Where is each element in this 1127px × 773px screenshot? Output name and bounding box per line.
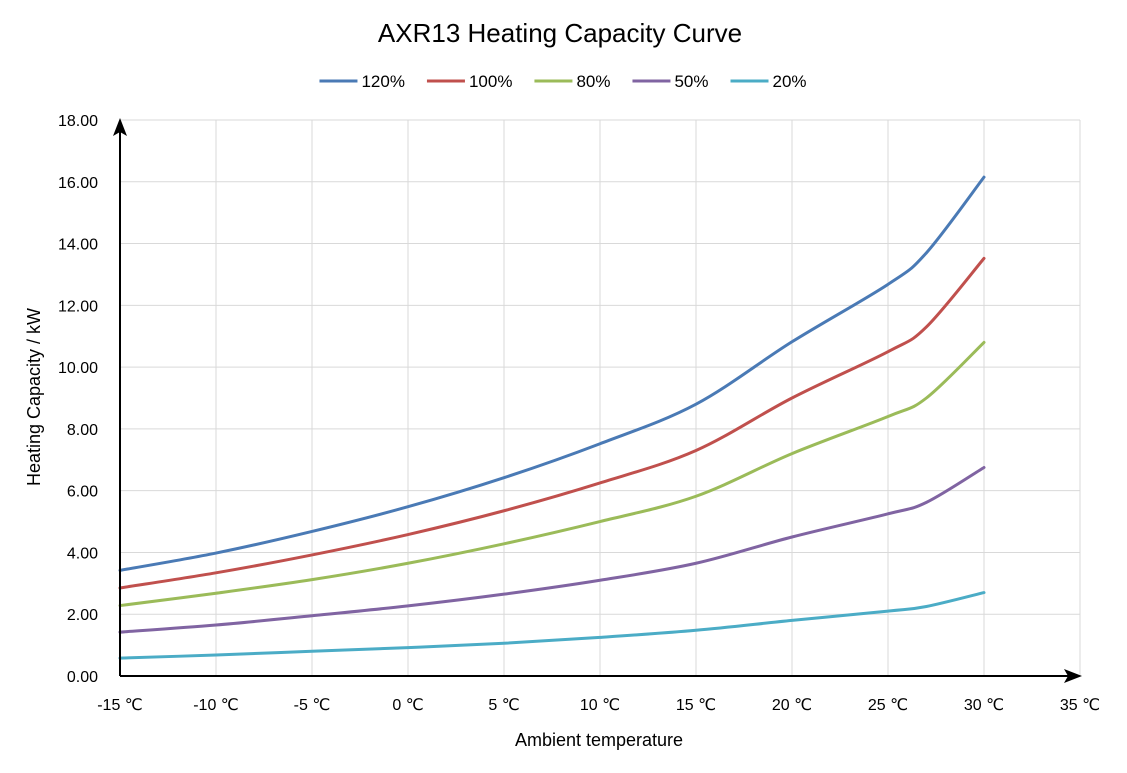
series-line-120pct: [118, 175, 986, 572]
x-tick-labels: -15 ℃ -10 ℃ -5 ℃ 0 ℃ 5 ℃ 10 ℃ 15 ℃ 20 ℃ 25 ℃ 30 ℃…: [97, 697, 1100, 714]
legend: 120% 100% 80% 50% 20%: [319, 72, 807, 91]
series-line-100pct: [118, 256, 986, 590]
series-line-20pct: [118, 591, 986, 660]
axes: [113, 118, 1082, 683]
x-axis-title: Ambient temperature: [515, 730, 683, 750]
y-tick-label: 2.00: [67, 607, 98, 624]
x-tick-label: 10 ℃: [580, 697, 620, 714]
x-tick-label: 0 ℃: [392, 697, 423, 714]
y-tick-label: 4.00: [67, 545, 98, 562]
x-tick-label: -15 ℃: [97, 697, 143, 714]
chart-title: AXR13 Heating Capacity Curve: [378, 18, 742, 48]
series-line-80pct: [118, 340, 986, 608]
y-tick-label: 6.00: [67, 484, 98, 501]
x-tick-label: 5 ℃: [488, 697, 519, 714]
y-tick-label: 12.00: [58, 298, 98, 315]
series-group: [118, 175, 986, 660]
series-line-50pct: [118, 466, 986, 634]
y-tick-label: 16.00: [58, 175, 98, 192]
x-tick-label: 15 ℃: [676, 697, 716, 714]
x-axis-arrow: [1064, 669, 1082, 683]
y-tick-label: 8.00: [67, 422, 98, 439]
legend-label: 20%: [773, 72, 807, 91]
y-axis-arrow: [113, 118, 127, 136]
x-tick-label: -5 ℃: [294, 697, 331, 714]
x-tick-label: 25 ℃: [868, 697, 908, 714]
y-tick-label: 10.00: [58, 360, 98, 377]
y-axis-title: Heating Capacity / kW: [24, 308, 44, 486]
grid: [120, 119, 1081, 676]
x-tick-label: 20 ℃: [772, 697, 812, 714]
x-tick-label: 30 ℃: [964, 697, 1004, 714]
legend-label: 50%: [674, 72, 708, 91]
legend-label: 120%: [361, 72, 404, 91]
legend-label: 80%: [576, 72, 610, 91]
x-tick-label: 35 ℃: [1060, 697, 1100, 714]
y-tick-label: 18.00: [58, 113, 98, 130]
y-tick-label: 14.00: [58, 237, 98, 254]
y-tick-label: 0.00: [67, 669, 98, 686]
y-tick-labels: 0.00 2.00 4.00 6.00 8.00 10.00 12.00 14.00 16.00…: [58, 113, 98, 686]
legend-label: 100%: [469, 72, 512, 91]
x-tick-label: -10 ℃: [193, 697, 239, 714]
